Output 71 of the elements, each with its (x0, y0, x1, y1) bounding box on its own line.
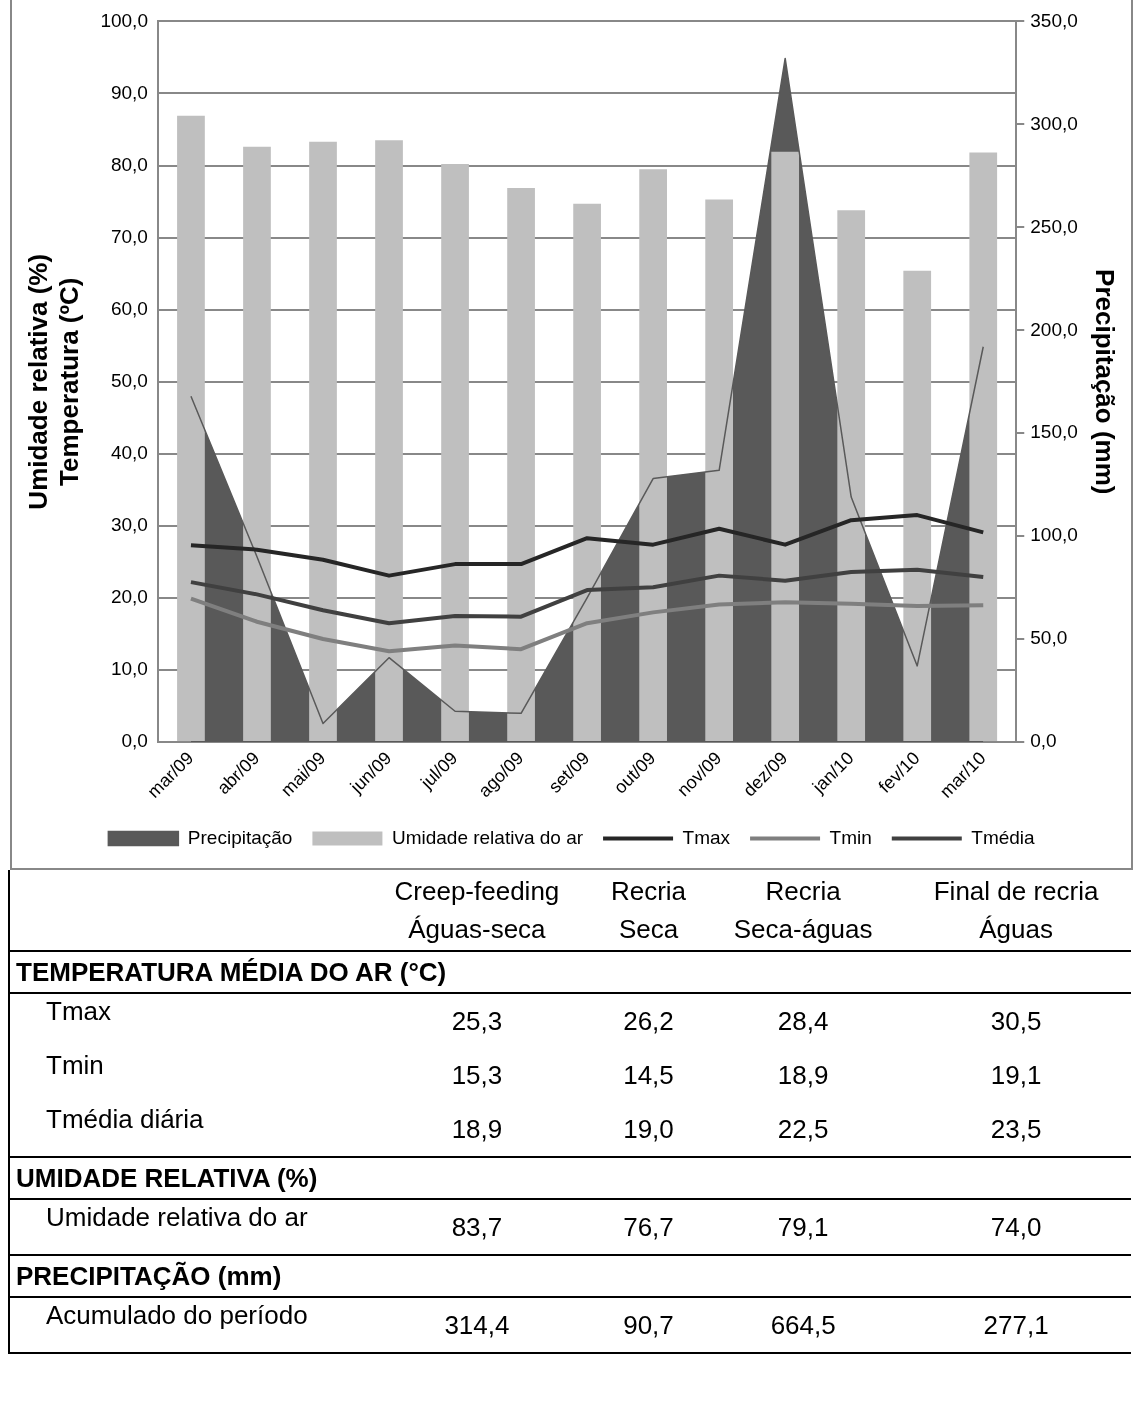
y-tick-label: 90,0 (110, 81, 148, 103)
text: 30,5 (990, 1005, 1042, 1036)
y2-axis-title: Precipitação (mm) (1090, 269, 1121, 495)
category-label: TEMPERATURA MÉDIA DO AR (°C) (16, 956, 447, 987)
category-label: Tmin (46, 1050, 104, 1080)
text: 314,4 (444, 1309, 510, 1340)
y2-tick-label: 300,0 (1030, 112, 1078, 134)
bar (375, 140, 403, 742)
y2-tick-label: 200,0 (1030, 318, 1078, 340)
y-tick-label: 40,0 (110, 442, 148, 464)
text: 76,7 (623, 1211, 674, 1242)
y-tick-label: 60,0 (110, 297, 148, 319)
bar (507, 187, 535, 742)
y2-tick-label: 250,0 (1030, 215, 1078, 237)
text: 26,2 (623, 1005, 674, 1036)
text: 18,9 (777, 1059, 829, 1090)
legend-label: Tmin (829, 826, 872, 848)
bar (639, 169, 667, 742)
text: 664,5 (770, 1309, 836, 1340)
text: 28,4 (777, 1005, 829, 1036)
y-tick-label: 100,0 (100, 9, 148, 31)
text: 19,1 (990, 1059, 1042, 1090)
text: 14,5 (623, 1059, 674, 1090)
y-tick-label: 0,0 (121, 730, 148, 752)
category-label: Umidade relativa do ar (46, 1202, 308, 1232)
y2-tick-label: 50,0 (1030, 627, 1068, 649)
text: 74,0 (990, 1211, 1042, 1242)
legend-label: Tmax (682, 826, 731, 848)
y2-tick-label: 150,0 (1030, 421, 1078, 443)
bar (705, 199, 734, 742)
legend-label: Precipitação (187, 826, 293, 848)
text: 18,9 (451, 1113, 503, 1144)
y-tick-label: 80,0 (110, 153, 148, 175)
category-label: Final de recria Águas (932, 875, 1100, 946)
text: 15,3 (451, 1059, 503, 1090)
bar (309, 141, 337, 742)
y-tick-label: 50,0 (110, 369, 148, 391)
bar (969, 152, 998, 742)
text: 83,7 (451, 1211, 503, 1242)
y-tick-label: 70,0 (110, 225, 148, 247)
bar (771, 151, 800, 742)
text: 25,3 (451, 1005, 503, 1036)
bar (441, 164, 469, 742)
y2-tick-label: 350,0 (1030, 9, 1078, 31)
text: 277,1 (983, 1309, 1049, 1340)
text: 22,5 (777, 1113, 829, 1144)
text: 23,5 (990, 1113, 1042, 1144)
y-tick-label: 30,0 (110, 514, 148, 536)
y2-tick-label: 0,0 (1030, 730, 1057, 752)
category-label: Tmédia diária (46, 1104, 204, 1134)
legend-label: Tmédia (971, 826, 1036, 848)
y-tick-label: 20,0 (110, 586, 148, 608)
category-label: Acumulado do período (46, 1300, 308, 1330)
legend-label: Umidade relativa do ar (391, 826, 584, 848)
bar (573, 203, 601, 742)
category-label: Recria Seca-águas (732, 875, 874, 946)
y-axis-title: Umidade relativa (%) Temperatura (ºC) (22, 253, 84, 510)
category-label: Recria Seca (609, 875, 688, 946)
y2-tick-label: 100,0 (1030, 524, 1078, 546)
category-label: Creep-feeding Águas-seca (393, 875, 561, 946)
bar (177, 115, 205, 742)
category-label: UMIDADE RELATIVA (%) (16, 1162, 318, 1193)
text: 90,7 (623, 1309, 674, 1340)
category-label: Tmax (46, 996, 111, 1026)
bar (243, 146, 271, 742)
category-label: PRECIPITAÇÃO (mm) (16, 1260, 282, 1291)
text: 79,1 (777, 1211, 829, 1242)
bar (903, 270, 932, 742)
text: 19,0 (623, 1113, 674, 1144)
bar (837, 210, 866, 742)
y-tick-label: 10,0 (110, 658, 148, 680)
